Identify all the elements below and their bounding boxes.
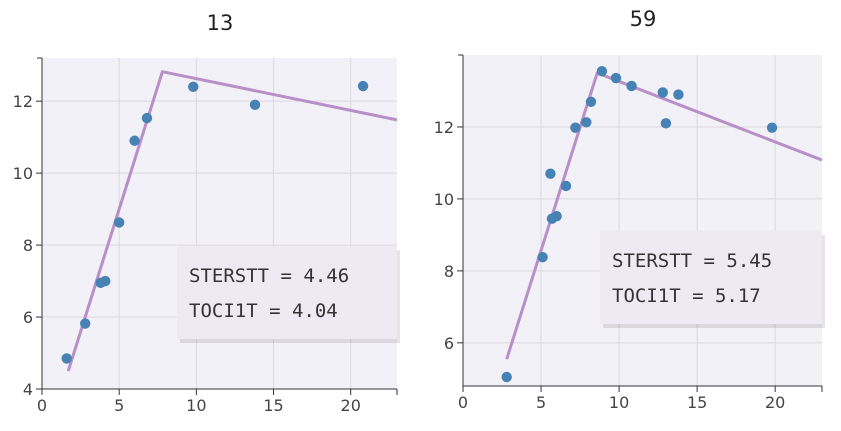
data-point xyxy=(673,89,684,100)
data-point xyxy=(657,87,668,98)
x-tick-label: 15 xyxy=(687,393,707,412)
data-point xyxy=(501,371,512,383)
x-tick-label: 0 xyxy=(37,396,47,415)
annotation-text: TOCI1T = 5.17 xyxy=(612,285,761,307)
x-tick-label: 15 xyxy=(263,396,283,415)
chart-59: 59 0 5 10 15 20 6 8 10 12 STERSTT = 5.45 TOCI1T = 5… xyxy=(434,7,825,412)
annotation-box xyxy=(177,246,397,339)
chart-title: 59 xyxy=(630,7,657,31)
x-tick-label: 10 xyxy=(186,396,206,415)
data-point xyxy=(129,135,140,146)
chart-13: 13 0 5 10 15 20 4 6 8 10 12 STERSTT = 4.46 TOCI1T = … xyxy=(13,11,400,415)
y-tick-label: 6 xyxy=(444,334,454,353)
chart-title: 13 xyxy=(207,11,234,35)
y-tick-label: 12 xyxy=(434,118,454,137)
data-point xyxy=(61,353,72,364)
annotation-text: TOCI1T = 4.04 xyxy=(189,300,338,322)
y-tick-label: 8 xyxy=(444,262,454,281)
data-point xyxy=(610,72,622,84)
x-tick-label: 5 xyxy=(536,393,546,412)
y-tick-label: 10 xyxy=(434,190,454,209)
y-tick-label: 10 xyxy=(13,164,33,183)
data-point xyxy=(188,81,199,92)
data-point xyxy=(560,180,572,192)
data-point xyxy=(570,122,581,133)
data-point xyxy=(100,275,111,287)
data-point xyxy=(113,217,125,228)
data-point xyxy=(551,210,562,222)
data-point xyxy=(596,65,608,77)
data-point xyxy=(80,318,91,329)
annotation-text: STERSTT = 4.46 xyxy=(189,265,349,287)
x-tick-label: 20 xyxy=(765,393,785,412)
data-point xyxy=(660,118,672,129)
x-tick-label: 5 xyxy=(114,396,124,415)
data-point xyxy=(249,99,261,110)
y-tick-label: 6 xyxy=(23,308,33,327)
data-point xyxy=(545,168,556,179)
data-point xyxy=(537,251,548,263)
annotation-box xyxy=(600,231,822,324)
y-tick-label: 8 xyxy=(23,236,33,255)
data-point xyxy=(141,112,153,124)
data-point xyxy=(626,80,637,92)
fit-line xyxy=(66,70,398,372)
plot-background xyxy=(463,55,822,386)
x-tick-label: 20 xyxy=(341,396,361,415)
y-tick-label: 4 xyxy=(23,380,33,399)
x-tick-label: 10 xyxy=(609,393,629,412)
x-tick-label: 0 xyxy=(458,393,468,412)
data-point xyxy=(766,122,778,133)
annotation-text: STERSTT = 5.45 xyxy=(612,250,772,272)
data-point xyxy=(585,96,597,107)
data-point xyxy=(357,80,369,92)
y-tick-label: 12 xyxy=(13,92,33,111)
data-point xyxy=(581,117,592,128)
